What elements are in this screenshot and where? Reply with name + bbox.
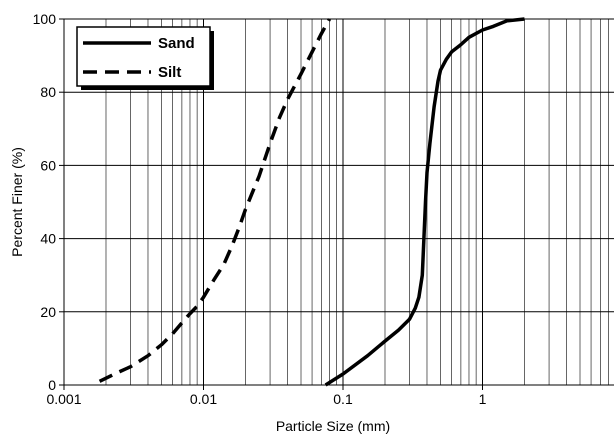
x-tick-label: 0.01 [190,391,217,407]
y-tick-label: 20 [40,304,56,320]
legend-label-silt: Silt [158,64,181,81]
legend-box [76,26,211,87]
series-line-silt [98,18,332,383]
x-tick-label: 0.001 [46,391,81,407]
legend-label-sand: Sand [158,35,195,52]
x-tick-label: 1 [479,391,487,407]
series-line-sand [324,17,525,387]
y-tick-label: 60 [40,157,56,173]
y-axis-ticks: 0 20 40 60 80 100 [33,11,64,393]
y-tick-label: 40 [40,231,56,247]
x-tick-label: 0.1 [333,391,353,407]
x-axis-title: Particle Size (mm) [276,418,390,434]
y-tick-label: 100 [33,11,57,27]
y-tick-label: 80 [40,84,56,100]
y-axis-title: Percent Finer (%) [9,147,25,257]
series-layer [98,17,525,387]
y-tick-label: 0 [48,377,56,393]
legend: Sand Silt [76,26,214,90]
